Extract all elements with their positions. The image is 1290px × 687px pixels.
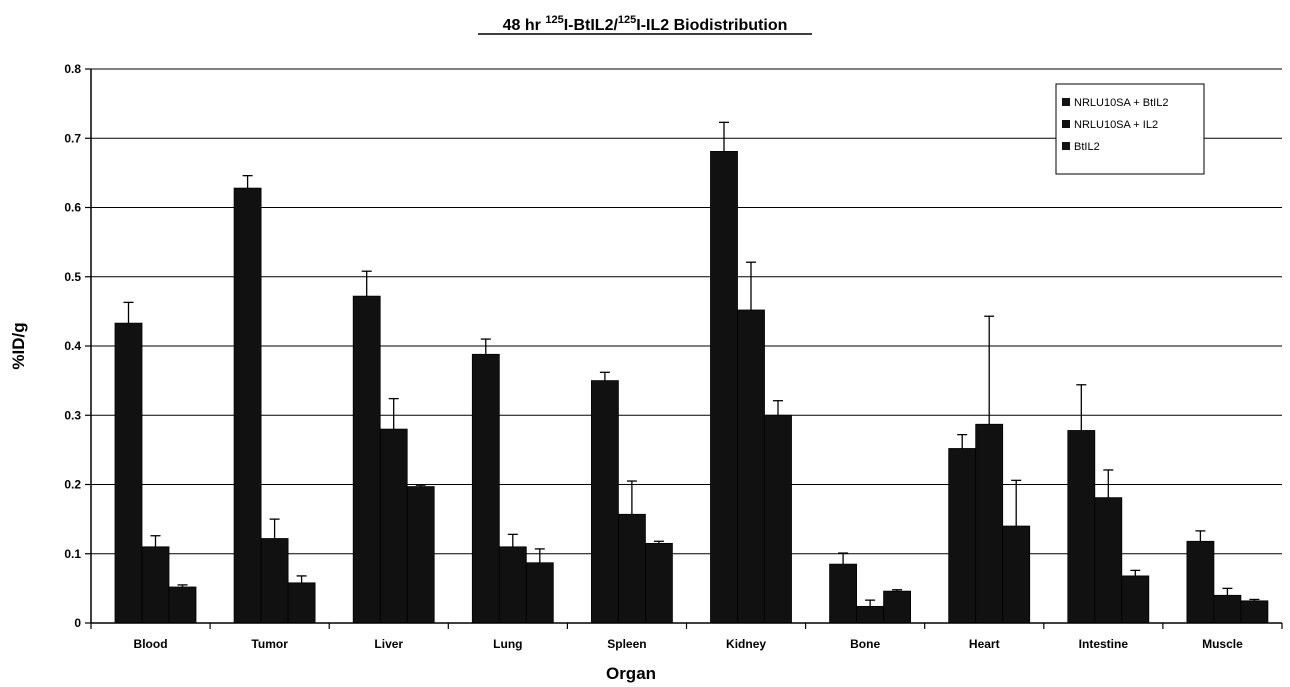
bar-liver-series-3 xyxy=(406,486,435,624)
y-tick-label: 0.3 xyxy=(64,408,81,422)
legend-swatch-2 xyxy=(1062,120,1070,128)
y-tick-label: 0.5 xyxy=(64,270,81,284)
bar-tumor-series-3 xyxy=(287,582,316,624)
bar-bone-series-1 xyxy=(829,563,857,624)
y-tick-label: 0.6 xyxy=(64,201,81,215)
y-tick-label: 0 xyxy=(74,616,81,630)
y-tick-label: 0.7 xyxy=(64,131,81,145)
bar-spleen-series-2 xyxy=(618,513,646,624)
bar-lung-series-1 xyxy=(471,353,500,624)
legend-label-2: NRLU10SA + IL2 xyxy=(1074,119,1158,131)
x-tick-label-lung: Lung xyxy=(493,637,522,651)
bar-liver-series-2 xyxy=(379,428,408,624)
bar-bone-series-2 xyxy=(856,605,884,624)
bar-liver-series-1 xyxy=(352,295,381,624)
title-middle: I-BtIL2/ xyxy=(564,17,619,34)
legend-box xyxy=(1055,83,1205,175)
bar-lung-series-3 xyxy=(525,562,554,624)
bar-spleen-series-3 xyxy=(645,542,673,624)
y-axis: 0 0.1 0.2 0.3 0.4 0.5 0.6 0.7 0.8 xyxy=(64,62,92,630)
x-tick-label-muscle: Muscle xyxy=(1202,637,1243,651)
bar-kidney-series-1 xyxy=(710,151,738,624)
bar-spleen-series-1 xyxy=(591,380,619,624)
x-tick-label-tumor: Tumor xyxy=(251,637,288,651)
bar-intestine-series-3 xyxy=(1121,575,1150,624)
title-superscript-1: 125 xyxy=(545,14,563,26)
chart-title: 48 hr 125I-BtIL2/125I-IL2 Biodistributio… xyxy=(503,14,788,34)
x-tick-label-heart: Heart xyxy=(969,637,1000,651)
title-superscript-2: 125 xyxy=(618,14,636,26)
bar-heart-series-3 xyxy=(1002,525,1031,624)
bar-blood-series-2 xyxy=(141,546,170,624)
title-prefix: 48 hr xyxy=(503,17,546,34)
x-axis-label: Organ xyxy=(606,664,656,683)
legend-label-1: NRLU10SA + BtIL2 xyxy=(1074,97,1168,109)
x-tick-label-liver: Liver xyxy=(374,637,403,651)
bar-muscle-series-2 xyxy=(1213,594,1242,624)
y-tick-label: 0.8 xyxy=(64,62,81,76)
legend: NRLU10SA + BtIL2 NRLU10SA + IL2 BtIL2 xyxy=(1055,83,1205,175)
bar-lung-series-2 xyxy=(498,546,527,624)
bar-intestine-series-1 xyxy=(1067,430,1096,624)
gridlines xyxy=(91,68,1282,555)
bar-blood-series-3 xyxy=(168,586,197,624)
y-axis-label: %ID/g xyxy=(9,322,28,369)
y-tick-label: 0.4 xyxy=(64,339,81,353)
title-suffix: I-IL2 Biodistribution xyxy=(636,17,787,34)
bar-intestine-series-2 xyxy=(1094,497,1123,624)
legend-swatch-1 xyxy=(1062,98,1070,106)
bar-kidney-series-2 xyxy=(737,309,765,624)
x-tick-label-bone: Bone xyxy=(850,637,880,651)
x-tick-label-kidney: Kidney xyxy=(726,637,766,651)
bar-blood-series-1 xyxy=(114,322,143,624)
x-tick-label-spleen: Spleen xyxy=(607,637,646,651)
legend-swatch-3 xyxy=(1062,142,1070,150)
bar-bone-series-3 xyxy=(883,590,911,624)
x-axis: Blood Tumor Liver Lung Spleen Kidney Bone Heart… xyxy=(90,622,1283,651)
bar-tumor-series-1 xyxy=(233,187,262,624)
bar-tumor-series-2 xyxy=(260,538,289,624)
bar-heart-series-1 xyxy=(948,448,977,624)
legend-label-3: BtIL2 xyxy=(1074,141,1100,153)
x-tick-label-blood: Blood xyxy=(134,637,168,651)
bar-muscle-series-3 xyxy=(1240,600,1269,624)
bars xyxy=(114,121,1269,624)
bar-kidney-series-3 xyxy=(764,414,792,624)
y-tick-label: 0.2 xyxy=(64,478,81,492)
bar-heart-series-2 xyxy=(975,423,1004,624)
y-tick-label: 0.1 xyxy=(64,547,81,561)
bar-muscle-series-1 xyxy=(1186,540,1215,624)
x-tick-label-intestine: Intestine xyxy=(1079,637,1129,651)
